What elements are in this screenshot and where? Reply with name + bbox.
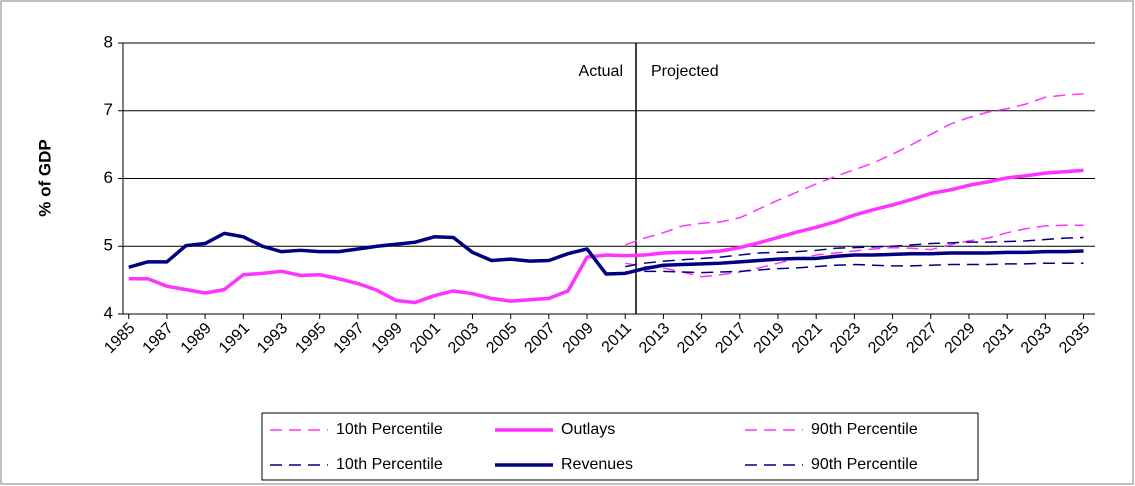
y-tick-label: 4	[104, 303, 113, 322]
legend-label: 90th Percentile	[811, 421, 918, 438]
legend-label: 90th Percentile	[811, 456, 918, 473]
annotation: Actual	[579, 63, 623, 80]
legend-label: 10th Percentile	[336, 456, 443, 473]
y-tick-label: 8	[104, 32, 113, 51]
series-line	[625, 224, 1084, 278]
legend-label: 10th Percentile	[336, 421, 443, 438]
y-axis-label: % of GDP	[35, 139, 54, 216]
series-line	[624, 93, 1084, 246]
annotation: Projected	[651, 63, 719, 80]
y-tick-label: 7	[104, 100, 113, 119]
y-tick-label: 5	[104, 236, 113, 255]
series-line	[128, 168, 1084, 305]
series-line	[625, 262, 1084, 274]
y-tick-label: 6	[104, 168, 113, 187]
series-line	[625, 236, 1084, 268]
series-line	[128, 231, 1084, 276]
legend-label: Revenues	[561, 456, 633, 473]
legend-label: Outlays	[561, 421, 615, 438]
legend	[261, 412, 979, 481]
